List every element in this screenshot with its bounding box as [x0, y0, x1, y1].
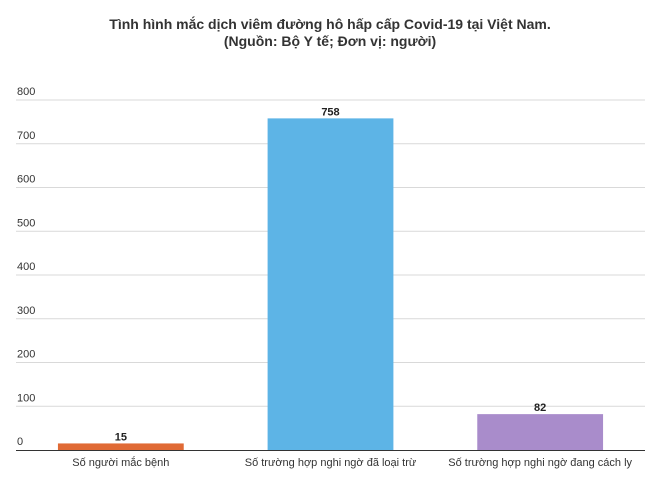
chart-title-block: Tình hình mắc dịch viêm đường hô hấp cấp… [0, 16, 660, 50]
bar-value-labels: 15 758 82 [115, 106, 547, 443]
bar [477, 414, 604, 450]
bars [57, 118, 604, 450]
y-tick-label: 100 [17, 392, 35, 404]
x-category-label: Số người mắc bệnh [72, 456, 169, 469]
y-tick-label: 300 [17, 305, 35, 317]
y-tick-label: 700 [17, 130, 35, 142]
bar-value-label: 758 [321, 106, 339, 118]
bar [267, 118, 394, 450]
y-tick-label: 200 [17, 349, 35, 361]
y-tick-label: 400 [17, 261, 35, 273]
x-axis-categories: Số người mắc bệnh Số trường hợp nghi ngờ … [72, 456, 632, 469]
bar-value-label: 15 [115, 431, 127, 443]
y-tick-label: 0 [17, 436, 23, 448]
y-axis-ticks: 0 100 200 300 400 500 600 700 800 [17, 86, 35, 448]
bar [57, 443, 184, 450]
x-category-label: Số trường hợp nghi ngờ đang cách ly [448, 457, 632, 469]
y-tick-label: 500 [17, 217, 35, 229]
chart-subtitle: (Nguồn: Bộ Y tế; Đơn vị: người) [223, 33, 437, 49]
bar-value-label: 82 [534, 402, 546, 414]
chart-title: Tình hình mắc dịch viêm đường hô hấp cấp… [109, 16, 551, 32]
y-tick-label: 600 [17, 174, 35, 186]
x-category-label: Số trường hợp nghi ngờ đã loại trừ [245, 457, 417, 469]
y-tick-label: 800 [17, 86, 35, 98]
